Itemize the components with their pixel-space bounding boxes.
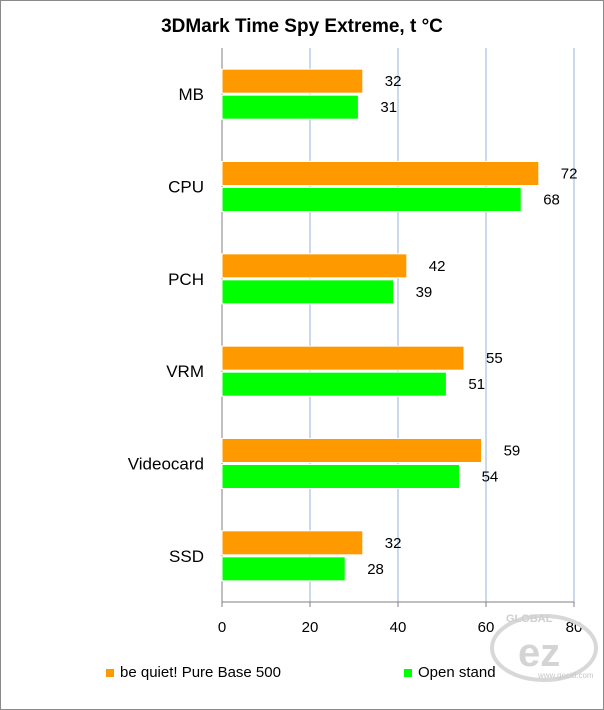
data-label-pch-pure-base: 42 <box>429 258 446 275</box>
category-label-vrm: VRM <box>166 362 204 381</box>
bar-mb-pure-base <box>221 68 364 94</box>
category-label-ssd: SSD <box>169 547 204 566</box>
data-label-ssd-open-stand: 28 <box>367 561 384 578</box>
bar-ssd-open-stand <box>221 556 346 582</box>
x-tick-label-20: 20 <box>302 619 319 636</box>
data-label-videocard-pure-base: 59 <box>504 443 521 460</box>
watermark-url: www.gecid.com <box>537 671 594 680</box>
bar-ssd-pure-base <box>221 530 364 556</box>
bar-vrm-open-stand <box>221 371 447 397</box>
category-label-pch: PCH <box>168 270 204 289</box>
bar-cpu-pure-base <box>221 161 540 186</box>
watermark-logo: ez <box>518 631 560 675</box>
data-label-pch-open-stand: 39 <box>416 284 433 301</box>
category-label-mb: MB <box>179 85 205 104</box>
category-label-cpu: CPU <box>168 178 204 197</box>
data-label-ssd-pure-base: 32 <box>385 535 402 552</box>
category-label-videocard: Videocard <box>128 455 204 474</box>
watermark-ring <box>490 614 598 682</box>
bar-vrm-pure-base <box>221 345 465 371</box>
legend-label-pure-base: be quiet! Pure Base 500 <box>120 664 281 681</box>
bar-cpu-open-stand <box>221 187 522 212</box>
bar-videocard-open-stand <box>221 464 461 489</box>
data-label-vrm-pure-base: 55 <box>486 350 503 367</box>
data-label-videocard-open-stand: 54 <box>482 469 499 486</box>
bar-mb-open-stand <box>221 94 359 120</box>
legend-item-open-stand: Open stand <box>404 664 496 681</box>
chart-title: 3DMark Time Spy Extreme, t °C <box>161 16 443 37</box>
data-label-cpu-open-stand: 68 <box>543 192 560 209</box>
legend-swatch-orange <box>106 669 114 678</box>
x-tick-label-40: 40 <box>390 619 407 636</box>
legend-label-open-stand: Open stand <box>418 664 496 681</box>
bar-pch-pure-base <box>221 253 408 279</box>
data-label-cpu-pure-base: 72 <box>561 166 578 183</box>
watermark-global: GLOBAL <box>506 613 553 625</box>
x-tick-label-60: 60 <box>478 619 495 636</box>
data-label-vrm-open-stand: 51 <box>468 376 485 393</box>
legend-swatch-green <box>404 669 412 678</box>
gecid-watermark: GLOBAL ez www.gecid.com <box>490 613 598 682</box>
x-tick-label-0: 0 <box>218 619 226 636</box>
data-label-mb-pure-base: 32 <box>385 73 402 90</box>
legend-item-pure-base: be quiet! Pure Base 500 <box>106 664 281 681</box>
bar-videocard-pure-base <box>221 438 483 463</box>
data-label-mb-open-stand: 31 <box>380 99 397 116</box>
bar-pch-open-stand <box>221 279 395 305</box>
